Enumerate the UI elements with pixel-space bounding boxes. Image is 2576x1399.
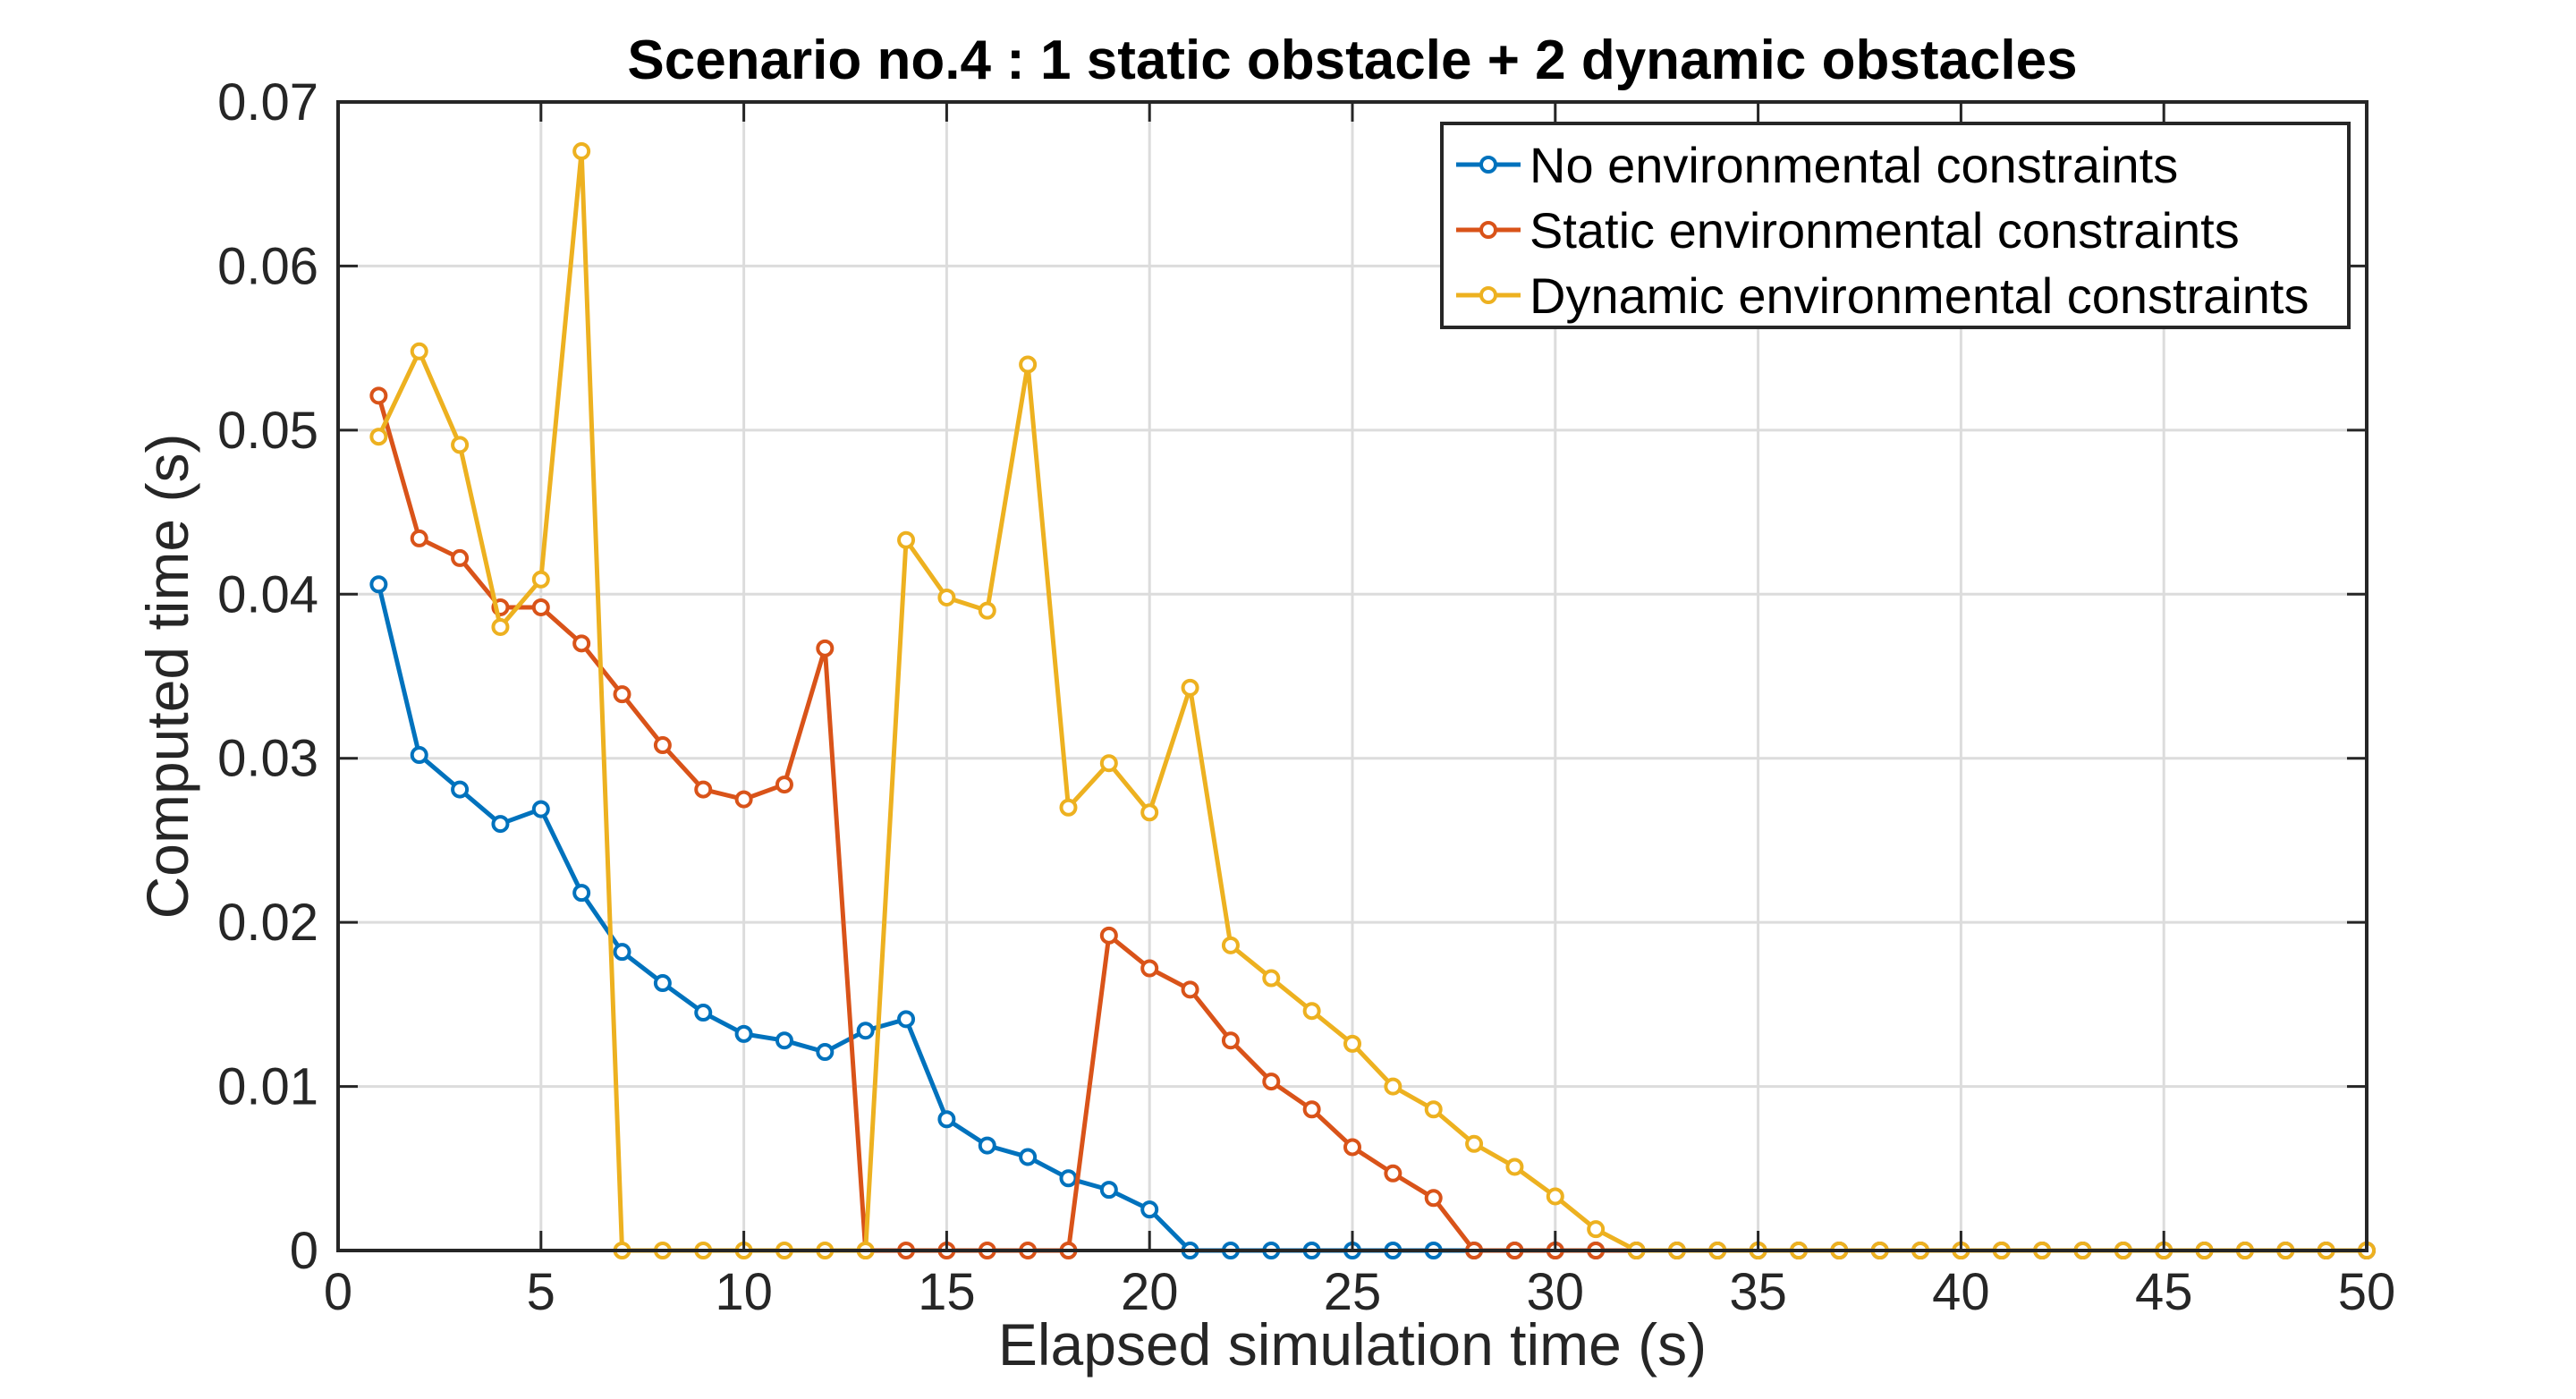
data-point [1221, 1031, 1240, 1050]
data-point [1019, 1148, 1038, 1166]
chart-title: Scenario no.4 : 1 static obstacle + 2 dy… [627, 30, 2077, 91]
legend-item: No environmental constraints [1456, 137, 2178, 193]
x-tick-label: 15 [918, 1263, 976, 1321]
y-tick-label: 0.06 [217, 237, 318, 295]
data-point [734, 790, 753, 809]
data-point [1059, 798, 1078, 817]
legend-swatch-marker [1479, 286, 1497, 304]
data-point [1384, 1164, 1402, 1183]
y-tick-label: 0.07 [217, 73, 318, 131]
x-tick-label: 0 [324, 1263, 352, 1321]
data-point [734, 1024, 753, 1043]
data-point [1465, 1134, 1484, 1153]
y-tick-label: 0.02 [217, 894, 318, 952]
data-point [937, 1110, 956, 1129]
data-point [410, 746, 428, 765]
x-tick-label: 45 [2135, 1263, 2193, 1321]
legend-swatch-marker [1479, 221, 1497, 239]
y-tick-label: 0.03 [217, 730, 318, 788]
data-point [1424, 1189, 1443, 1208]
x-tick-label: 5 [527, 1263, 555, 1321]
data-point [369, 428, 388, 446]
data-point [572, 142, 591, 161]
x-tick-label: 35 [1729, 1263, 1787, 1321]
data-point [1424, 1100, 1443, 1119]
data-point [613, 943, 631, 962]
data-point [410, 529, 428, 547]
data-point [775, 1031, 793, 1050]
ticks: 0 5 10 15 20 25 30 35 40 45 50 0 0.01 0.02 0.03 0.04 0.0… [217, 73, 2395, 1321]
data-point [856, 1022, 875, 1040]
data-point [451, 436, 470, 454]
data-point [653, 736, 672, 755]
x-tick-label: 40 [1932, 1263, 1990, 1321]
y-tick-label: 0.05 [217, 402, 318, 460]
data-point [1546, 1187, 1564, 1206]
data-point [937, 588, 956, 606]
legend-swatch-marker [1479, 156, 1497, 174]
x-tick-label: 50 [2338, 1263, 2396, 1321]
data-point [1140, 959, 1159, 978]
data-point [572, 884, 591, 903]
data-point [1262, 969, 1281, 988]
x-tick-label: 20 [1121, 1263, 1179, 1321]
data-point [369, 386, 388, 405]
data-point [572, 634, 591, 653]
data-point [1221, 936, 1240, 954]
data-point [1099, 754, 1118, 773]
data-point [694, 1004, 713, 1022]
data-point [1140, 1200, 1159, 1219]
legend-item: Static environmental constraints [1456, 202, 2240, 259]
data-point [1384, 1077, 1402, 1096]
data-point [1181, 980, 1199, 999]
data-point [1181, 678, 1199, 697]
y-tick-label: 0.04 [217, 565, 318, 623]
data-point [1099, 926, 1118, 945]
data-point [613, 685, 631, 704]
data-point [1505, 1157, 1524, 1176]
data-point [1343, 1138, 1361, 1157]
y-tick-label: 0 [290, 1222, 318, 1280]
data-point [531, 800, 550, 818]
data-point [897, 530, 916, 549]
y-axis-label: Computed time (s) [134, 434, 200, 920]
data-point [978, 1136, 996, 1155]
legend-label: Static environmental constraints [1530, 202, 2240, 259]
y-tick-label: 0.01 [217, 1058, 318, 1116]
data-point [1343, 1034, 1361, 1053]
data-point [1019, 355, 1038, 374]
data-point [694, 780, 713, 799]
data-point [369, 575, 388, 594]
data-point [897, 1010, 916, 1029]
legend: No environmental constraints Static envir… [1440, 122, 2351, 329]
data-point [1140, 803, 1159, 822]
data-point [491, 815, 510, 834]
data-point [1302, 1100, 1321, 1119]
data-point [1587, 1220, 1606, 1239]
data-point [653, 974, 672, 993]
data-point [1059, 1169, 1078, 1188]
data-point [816, 1043, 835, 1062]
x-tick-label: 25 [1324, 1263, 1382, 1321]
legend-box [1440, 122, 2351, 329]
legend-label: No environmental constraints [1530, 137, 2178, 193]
data-point [531, 598, 550, 616]
data-point [775, 776, 793, 794]
data-point [816, 639, 835, 657]
x-tick-label: 30 [1527, 1263, 1585, 1321]
data-point [1099, 1181, 1118, 1200]
x-axis-label: Elapsed simulation time (s) [998, 1311, 1707, 1378]
data-point [978, 601, 996, 620]
data-point [1302, 1002, 1321, 1021]
legend-item: Dynamic environmental constraints [1456, 267, 2309, 324]
legend-label: Dynamic environmental constraints [1530, 267, 2309, 324]
data-point [410, 342, 428, 360]
x-tick-label: 10 [715, 1263, 773, 1321]
data-point [491, 617, 510, 636]
data-point [531, 570, 550, 589]
data-point [451, 548, 470, 567]
data-point [451, 780, 470, 799]
data-point [1262, 1073, 1281, 1091]
